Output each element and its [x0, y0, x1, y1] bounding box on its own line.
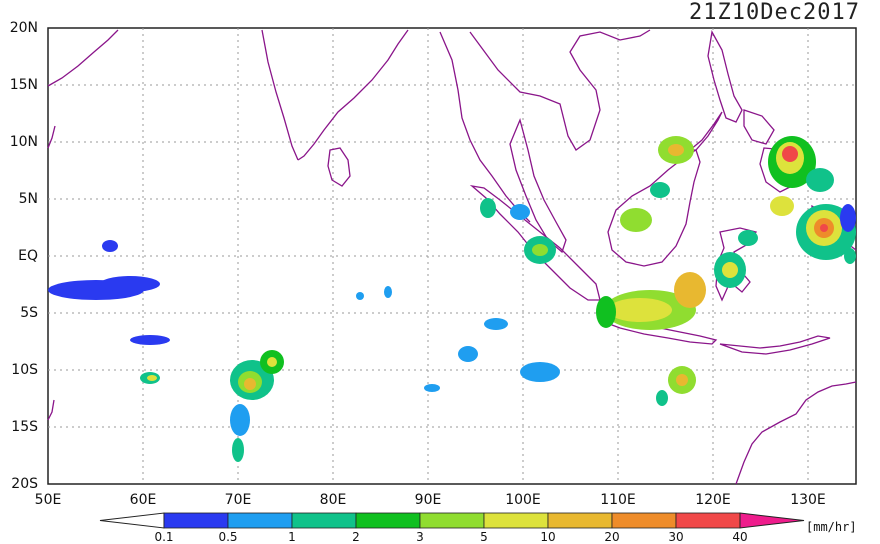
colorbar-tick-label: 0.1 [154, 530, 174, 544]
colorbar-tick-label: 1 [288, 530, 296, 544]
coast-lesser-sunda [719, 335, 831, 355]
lon-label: 110E [600, 492, 636, 508]
rain-cell [244, 378, 256, 390]
colorbar-unit: [mm/hr] [806, 520, 857, 534]
lon-label: 60E [129, 492, 157, 508]
lon-label: 70E [224, 492, 252, 508]
rain-cell [480, 198, 496, 218]
colorbar-tick-label: 40 [732, 530, 748, 544]
rain-cell [520, 362, 560, 382]
coast-malay [509, 117, 567, 254]
rain-cell [424, 384, 440, 392]
colorbar-under-triangle [99, 512, 165, 529]
rain-cell [620, 208, 652, 232]
rain-cell [230, 404, 250, 436]
rain-cell [267, 357, 277, 367]
rain-cell [356, 292, 364, 300]
colorbar-tick-label: 30 [668, 530, 684, 544]
rain-cell [102, 240, 118, 252]
colorbar-tick-label: 5 [480, 530, 488, 544]
lon-label: 130E [790, 492, 826, 508]
lon-label: 100E [505, 492, 541, 508]
lon-label: 90E [414, 492, 442, 508]
rain-cell [656, 390, 668, 406]
rain-cell [232, 438, 244, 462]
lon-label: 50E [34, 492, 62, 508]
colorbar-tick-label: 0.5 [218, 530, 238, 544]
colorbar-segment [355, 512, 421, 529]
colorbar-segment [291, 512, 357, 529]
rain-cell [722, 262, 738, 278]
rain-cell [668, 144, 684, 156]
colorbar-segment [227, 512, 293, 529]
rain-cell [130, 335, 170, 345]
colorbar-segment [611, 512, 677, 529]
coast-visayas [743, 109, 775, 145]
rain-cell [820, 224, 828, 232]
rain-cell [674, 272, 706, 308]
lat-label: EQ [18, 248, 38, 264]
rain-cell [806, 168, 834, 192]
coast-india-east [297, 29, 409, 161]
rain-cell [782, 146, 798, 162]
rain-cell [676, 374, 688, 386]
coast-indochina [469, 29, 651, 151]
coast-india-west [261, 29, 299, 161]
colorbar [99, 512, 805, 529]
colorbar-tick-label: 10 [540, 530, 556, 544]
lon-label: 120E [695, 492, 731, 508]
coast-borneo [607, 149, 701, 267]
coast-palawan [688, 111, 723, 151]
coast-sri-lanka [327, 147, 351, 187]
rain-cell [100, 276, 160, 292]
lat-label: 10S [11, 362, 38, 378]
lat-label: 5S [20, 305, 38, 321]
rain-cell [770, 196, 794, 216]
lat-label: 10N [9, 134, 38, 150]
coast-arabia [47, 29, 119, 87]
rain-cell [650, 182, 670, 198]
rain-cell [384, 286, 392, 298]
lat-label: 20S [11, 476, 38, 492]
lat-label: 15S [11, 419, 38, 435]
lat-label: 15N [9, 77, 38, 93]
rain-cell [458, 346, 478, 362]
colorbar-tick-label: 2 [352, 530, 360, 544]
rain-cell [608, 298, 672, 322]
colorbar-segment [547, 512, 613, 529]
rain-cell [484, 318, 508, 330]
lon-label: 80E [319, 492, 347, 508]
colorbar-tick-label: 20 [604, 530, 620, 544]
lat-label: 5N [18, 191, 38, 207]
colorbar-segment [483, 512, 549, 529]
colorbar-segment [163, 512, 229, 529]
colorbar-tick-label: 3 [416, 530, 424, 544]
rain-cell [147, 375, 157, 381]
rain-cell [532, 244, 548, 256]
colorbar-segment [675, 512, 741, 529]
map-title: 21Z10Dec2017 [689, 0, 860, 25]
rain-cell [596, 296, 616, 328]
coast-somalia [47, 125, 56, 149]
lat-label: 20N [9, 20, 38, 36]
rain-cell [844, 248, 856, 264]
precipitation-field [48, 136, 856, 462]
coast-madagascar [47, 399, 55, 421]
rain-cell [738, 230, 758, 246]
coast-luzon [707, 30, 743, 123]
gridlines [48, 28, 856, 484]
rain-cell [510, 204, 530, 220]
rain-cell [840, 204, 856, 232]
colorbar-over-triangle [739, 512, 805, 529]
colorbar-segment [419, 512, 485, 529]
coast-myanmar [439, 31, 531, 223]
coast-australia [735, 381, 857, 485]
